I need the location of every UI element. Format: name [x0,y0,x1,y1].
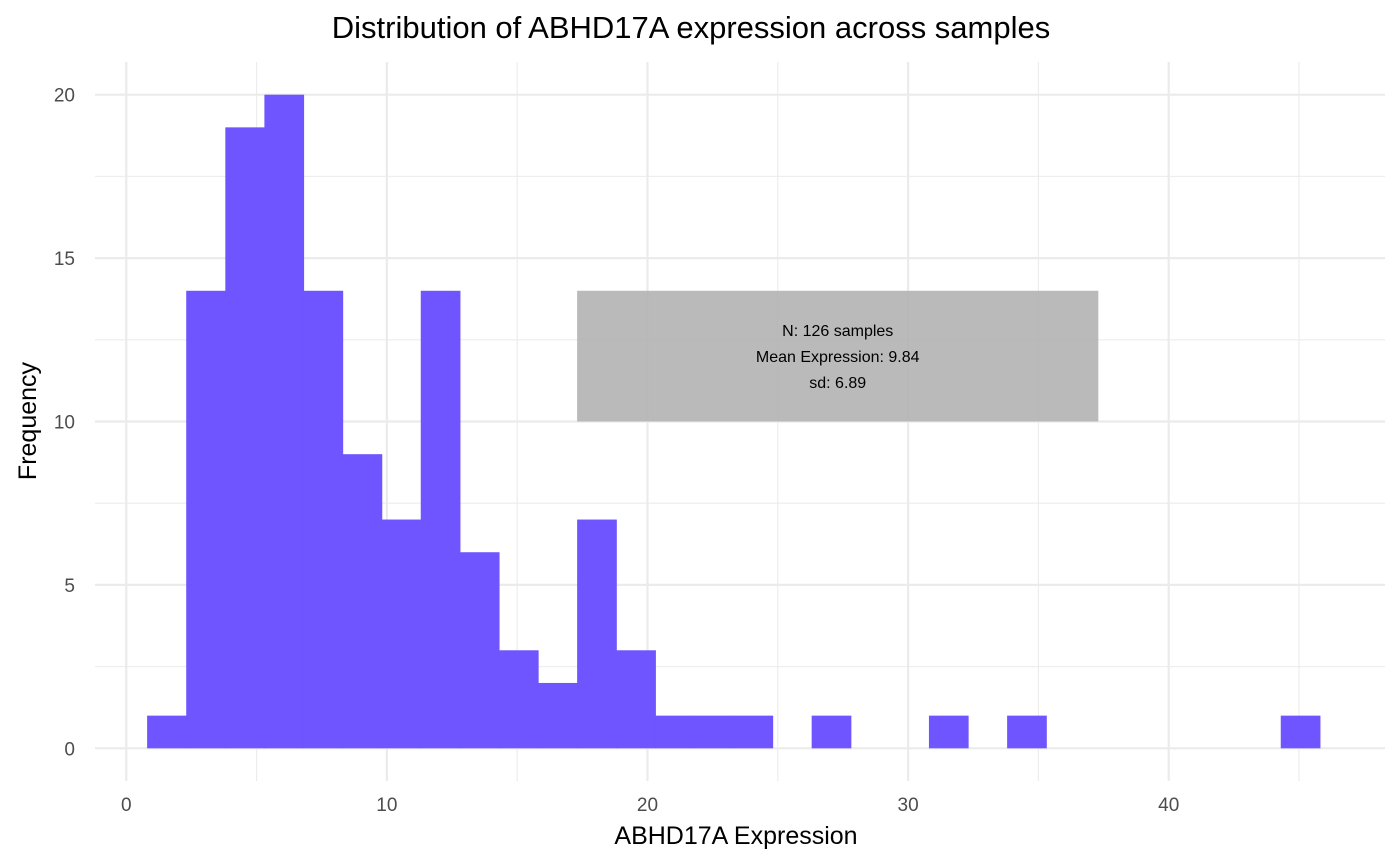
chart-title: Distribution of ABHD17A expression acros… [332,10,1051,45]
x-tick-label: 20 [637,795,658,816]
histogram-bar [459,552,500,749]
y-tick-label: 10 [54,413,75,434]
histogram-bar [928,715,969,749]
histogram-bar [694,715,735,749]
histogram-bar [264,94,305,749]
y-tick-label: 15 [54,249,75,270]
annotation-line-mean: Mean Expression: 9.84 [756,349,920,366]
histogram-bar [538,682,578,749]
histogram-bar [1280,715,1321,749]
y-tick-label: 0 [64,739,75,760]
y-tick-labels: 0 5 10 15 20 [54,86,75,761]
annotation-line-n: N: 126 samples [782,323,893,340]
annotation-box: N: 126 samples Mean Expression: 9.84 sd:… [577,290,1099,422]
histogram-bar [420,290,461,749]
y-tick-label: 5 [64,576,75,597]
histogram-bar [577,519,617,749]
histogram-bar [147,715,187,749]
histogram-bar [225,127,265,749]
x-tick-label: 40 [1158,795,1179,816]
histogram-bar [655,715,695,749]
histogram-bar [733,715,774,749]
histogram-bar [1007,715,1047,749]
annotation-line-sd: sd: 6.89 [809,375,866,392]
histogram-bar [303,290,344,749]
x-tick-label: 10 [376,795,397,816]
y-axis-title: Frequency [14,361,42,480]
histogram-bar [381,519,422,749]
x-tick-label: 30 [898,795,919,816]
x-tick-label: 0 [121,795,132,816]
histogram-bar [186,290,226,749]
histogram-bar [498,650,539,749]
bars [147,94,1321,749]
y-tick-label: 20 [54,86,75,107]
annotation-background [577,290,1099,422]
histogram-bar [342,454,383,749]
x-tick-labels: 0 10 20 30 40 [121,795,1179,816]
histogram-bar [616,650,656,749]
x-axis-title: ABHD17A Expression [614,822,857,850]
histogram-bar [811,715,852,749]
